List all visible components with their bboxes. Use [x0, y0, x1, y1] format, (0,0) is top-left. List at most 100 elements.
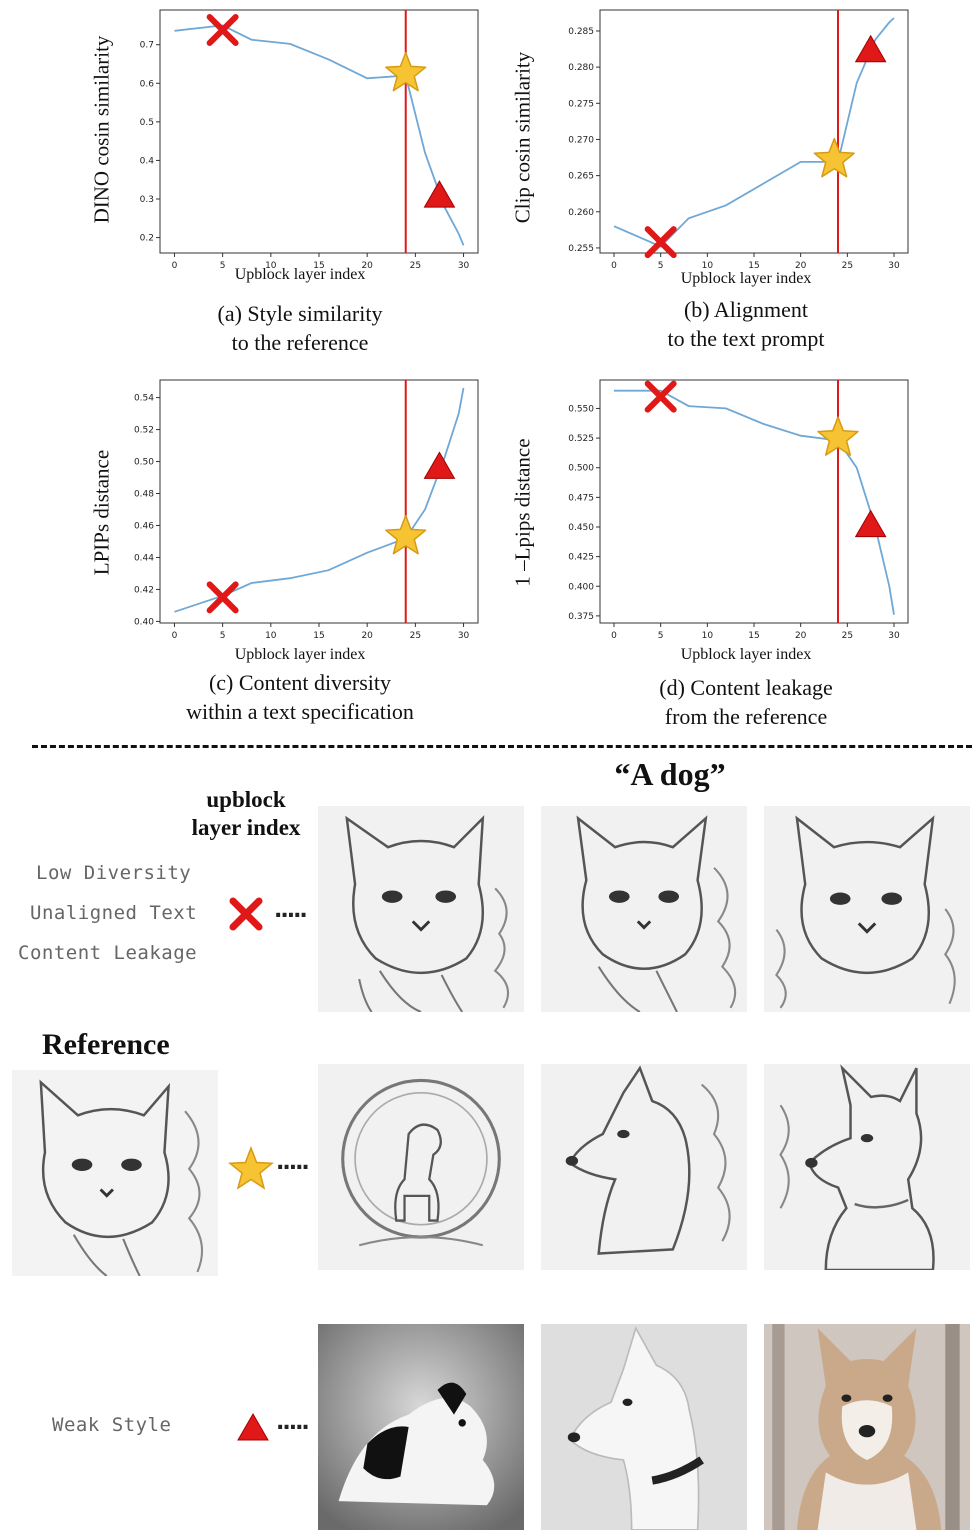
upblock-label: upblock layer index: [176, 786, 316, 842]
plot-d-caption: (d) Content leakage from the reference: [596, 673, 896, 731]
cross-row-dots: .....: [274, 898, 308, 923]
x-tick-label: 5: [220, 631, 226, 641]
star-marker-icon: [385, 514, 427, 555]
plot-frame: [599, 379, 909, 624]
x-tick-label: 5: [220, 261, 226, 271]
x-tick-label: 30: [888, 631, 900, 641]
cross-row-image-1: [318, 806, 524, 1012]
x-tick-label: 20: [795, 261, 807, 271]
star-row-dots: .....: [276, 1150, 310, 1175]
x-tick-label: 5: [658, 631, 664, 641]
star-row-image-2: [541, 1064, 747, 1270]
y-tick-label: 0.525: [568, 434, 594, 444]
star-row-image-3: [764, 1064, 970, 1270]
x-tick-label: 20: [795, 631, 807, 641]
y-tick-label: 0.6: [140, 79, 155, 89]
y-tick-label: 0.4: [140, 156, 155, 166]
plot-b-ylabel: Clip cosin similarity: [510, 51, 535, 224]
cat-sketch-icon: [764, 806, 970, 1012]
triangle-row-triangle-icon: [237, 1412, 269, 1441]
x-tick-label: 0: [611, 261, 617, 271]
dog-in-wreath-sketch-icon: [318, 1064, 524, 1270]
cross-row-image-2: [541, 806, 747, 1012]
x-tick-label: 20: [361, 631, 373, 641]
series-line: [614, 389, 895, 615]
star-marker-icon: [813, 137, 855, 178]
star-row-image-1: [318, 1064, 524, 1270]
y-tick-label: 0.500: [568, 464, 594, 474]
plot-d-content-leakage: 0 5 10 15 20 25 30 0.375 0.400 0.425 0.450 0.475 0.5…: [568, 379, 909, 641]
y-tick-label: 0.475: [568, 493, 594, 503]
x-tick-label: 25: [842, 631, 853, 641]
triangle-row-image-3: [764, 1324, 970, 1530]
caption-line: (a) Style similarity: [217, 301, 383, 326]
star-marker-icon: [385, 51, 427, 92]
x-tick-label: 0: [172, 261, 178, 271]
triangle-row-image-2: [541, 1324, 747, 1530]
y-tick-label: 0.265: [568, 172, 594, 182]
plot-frame: [159, 9, 479, 254]
y-tick-label: 0.2: [140, 234, 154, 244]
y-tick-label: 0.50: [134, 458, 154, 468]
cat-sketch-icon: [318, 806, 524, 1012]
triangle-row-dots: .....: [276, 1410, 310, 1435]
cross-marker-icon: [644, 226, 677, 259]
star-row-star-icon: [228, 1146, 274, 1190]
reference-image: [12, 1070, 218, 1276]
plot-a-xlabel: Upblock layer index: [234, 266, 366, 283]
cross-row-image-3: [764, 806, 970, 1012]
x-tick-label: 10: [265, 261, 277, 271]
x-tick-label: 5: [658, 261, 664, 271]
star-marker-icon: [817, 416, 859, 456]
y-tick-label: 0.260: [568, 208, 594, 218]
y-tick-label: 0.285: [568, 27, 594, 37]
plot-a-style-similarity: 0 5 10 15 20 25 30 0.2 0.3 0.4 0.5 0.6 0.7: [140, 9, 479, 271]
triangle-marker-icon: [854, 34, 887, 63]
triangle-marker-icon: [423, 451, 456, 479]
dog-photo-icon: [541, 1324, 747, 1530]
y-tick-label: 0.46: [134, 521, 154, 531]
y-tick-label: 0.42: [134, 585, 154, 595]
plot-b-xlabel: Upblock layer index: [680, 270, 812, 287]
series-line: [174, 24, 465, 246]
x-tick-label: 30: [458, 631, 470, 641]
y-tick-label: 0.425: [568, 553, 594, 563]
cat-sketch-icon: [541, 806, 747, 1012]
y-tick-label: 0.3: [140, 195, 154, 205]
dog-photo-icon: [764, 1324, 970, 1530]
dog-sketch-icon: [764, 1064, 970, 1270]
caption-line: (b) Alignment: [683, 297, 809, 322]
cross-row-cross-icon: [229, 897, 263, 931]
dog-photo-icon: [318, 1324, 524, 1530]
caption-line: from the reference: [664, 704, 828, 729]
cross-marker-icon: [206, 581, 239, 614]
y-tick-label: 0.375: [568, 612, 594, 622]
y-tick-label: 0.44: [134, 553, 154, 563]
x-tick-label: 30: [888, 261, 900, 271]
x-tick-label: 15: [748, 631, 759, 641]
triangle-marker-icon: [854, 509, 887, 538]
upblock-label-line: upblock: [206, 787, 286, 812]
plot-c-ylabel: LPIPs distance: [89, 449, 114, 576]
plot-frame: [159, 379, 479, 624]
note-unaligned-text: Unaligned Text: [30, 902, 198, 924]
plot-c-caption: (c) Content diversity within a text spec…: [140, 668, 460, 726]
y-tick-label: 0.54: [134, 394, 154, 404]
x-tick-label: 25: [842, 261, 853, 271]
x-tick-label: 10: [702, 261, 714, 271]
x-tick-label: 25: [410, 261, 421, 271]
x-tick-label: 30: [458, 261, 470, 271]
upblock-label-line: layer index: [191, 815, 301, 840]
dog-sketch-icon: [541, 1064, 747, 1270]
plot-c-content-diversity: 0 5 10 15 20 25 30 0.40 0.42 0.44 0.46 0.48 0.50 0.52…: [134, 379, 479, 641]
x-tick-label: 25: [410, 631, 421, 641]
x-tick-label: 15: [748, 261, 759, 271]
reference-title: Reference: [42, 1028, 170, 1061]
x-tick-label: 0: [611, 631, 617, 641]
caption-line: within a text specification: [186, 699, 414, 724]
prompt-title: “A dog”: [614, 756, 726, 792]
plot-d-xlabel: Upblock layer index: [680, 646, 812, 663]
y-tick-label: 0.40: [134, 617, 154, 627]
note-weak-style: Weak Style: [52, 1414, 172, 1436]
cross-marker-icon: [206, 14, 239, 47]
